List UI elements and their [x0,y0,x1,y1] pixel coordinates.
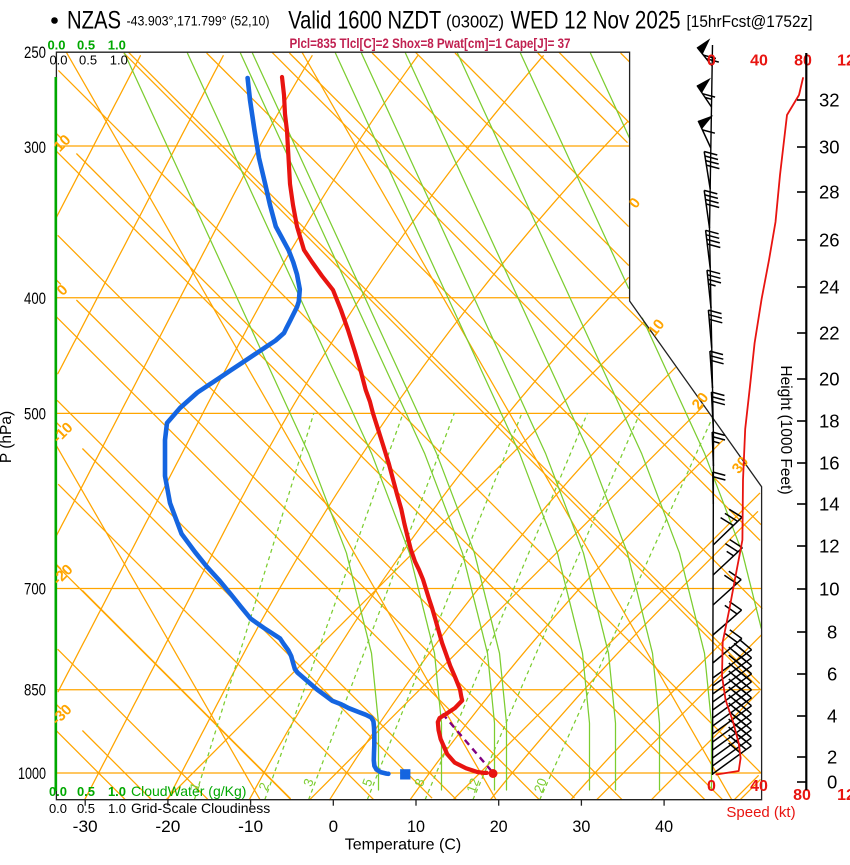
svg-text:WED 12 Nov 2025: WED 12 Nov 2025 [511,7,681,35]
svg-text:700: 700 [24,580,46,599]
svg-text:2: 2 [255,780,272,792]
svg-text:20: 20 [531,776,550,795]
svg-text:1: 1 [186,780,203,792]
svg-text:40: 40 [655,817,673,836]
svg-text:20: 20 [689,389,713,413]
svg-text:12: 12 [819,536,840,557]
svg-text:22: 22 [819,323,840,344]
svg-text:5: 5 [359,776,376,788]
svg-text:500: 500 [24,405,46,424]
svg-text:12: 12 [463,776,482,795]
svg-text:24: 24 [819,277,840,298]
svg-text:0.5: 0.5 [77,38,95,53]
svg-text:18: 18 [819,411,840,432]
svg-text:30: 30 [819,137,840,158]
svg-text:-20: -20 [155,817,180,836]
svg-text:40: 40 [750,778,768,795]
svg-text:0.5: 0.5 [77,784,95,799]
svg-text:P (hPa): P (hPa) [0,411,15,463]
svg-text:1.0: 1.0 [108,784,126,799]
svg-text:28: 28 [819,182,840,203]
svg-text:300: 300 [24,138,46,157]
svg-text:0: 0 [827,772,837,793]
svg-text:0.5: 0.5 [79,53,97,68]
svg-text:12: 12 [837,787,850,804]
svg-text:-43.903°,171.799° (52,10): -43.903°,171.799° (52,10) [127,14,270,29]
svg-text:NZAS: NZAS [67,7,121,35]
svg-text:Speed (kt): Speed (kt) [726,804,795,821]
svg-text:26: 26 [819,230,840,251]
svg-text:850: 850 [24,681,46,700]
svg-text:-10: -10 [238,817,263,836]
svg-text:-30: -30 [73,817,98,836]
svg-text:400: 400 [24,289,46,308]
svg-text:40: 40 [750,53,768,70]
svg-text:20: 20 [490,817,508,836]
svg-text:10: 10 [819,579,840,600]
svg-text:0: 0 [707,778,716,795]
svg-text:0: 0 [707,53,716,70]
svg-text:3: 3 [300,776,317,788]
svg-text:1000: 1000 [18,764,46,783]
svg-text:2: 2 [827,747,837,768]
svg-text:12: 12 [837,53,850,70]
svg-text:30: 30 [729,453,753,477]
svg-text:0.0: 0.0 [49,801,67,816]
svg-text:1.0: 1.0 [108,801,126,816]
svg-text:0.0: 0.0 [49,53,67,68]
svg-text:250: 250 [24,43,46,62]
svg-text:0.0: 0.0 [47,38,65,53]
svg-text:0.0: 0.0 [49,784,67,799]
svg-text:1.0: 1.0 [110,53,128,68]
svg-text:32: 32 [819,90,840,111]
svg-text:80: 80 [793,787,811,804]
svg-text:80: 80 [794,53,812,70]
svg-text:14: 14 [819,494,840,515]
svg-text:(0300Z): (0300Z) [446,12,504,32]
svg-text:Height (1000 Feet): Height (1000 Feet) [777,365,794,494]
svg-text:30: 30 [572,817,590,836]
svg-text:16: 16 [819,453,840,474]
svg-text:Grid-Scale Cloudiness: Grid-Scale Cloudiness [131,800,270,816]
svg-text:Plcl=835 Tlcl[C]=2 Shox=8 Pwat: Plcl=835 Tlcl[C]=2 Shox=8 Pwat[cm]=1 Cap… [290,35,571,51]
svg-text:Temperature (C): Temperature (C) [345,837,461,854]
svg-text:0: 0 [329,817,338,836]
svg-text:Valid 1600 NZDT: Valid 1600 NZDT [288,7,441,35]
svg-text:10: 10 [407,817,425,836]
svg-text:CloudWater (g/Kg): CloudWater (g/Kg) [131,783,246,799]
svg-text:4: 4 [827,706,837,727]
svg-text:8: 8 [411,776,428,788]
svg-text:1.0: 1.0 [108,38,126,53]
svg-text:8: 8 [827,622,837,643]
svg-text:0.5: 0.5 [77,801,95,816]
svg-text:[15hrFcst@1752z]: [15hrFcst@1752z] [687,12,813,31]
svg-text:20: 20 [819,369,840,390]
svg-text:10: 10 [645,316,669,340]
svg-text:6: 6 [827,664,837,685]
